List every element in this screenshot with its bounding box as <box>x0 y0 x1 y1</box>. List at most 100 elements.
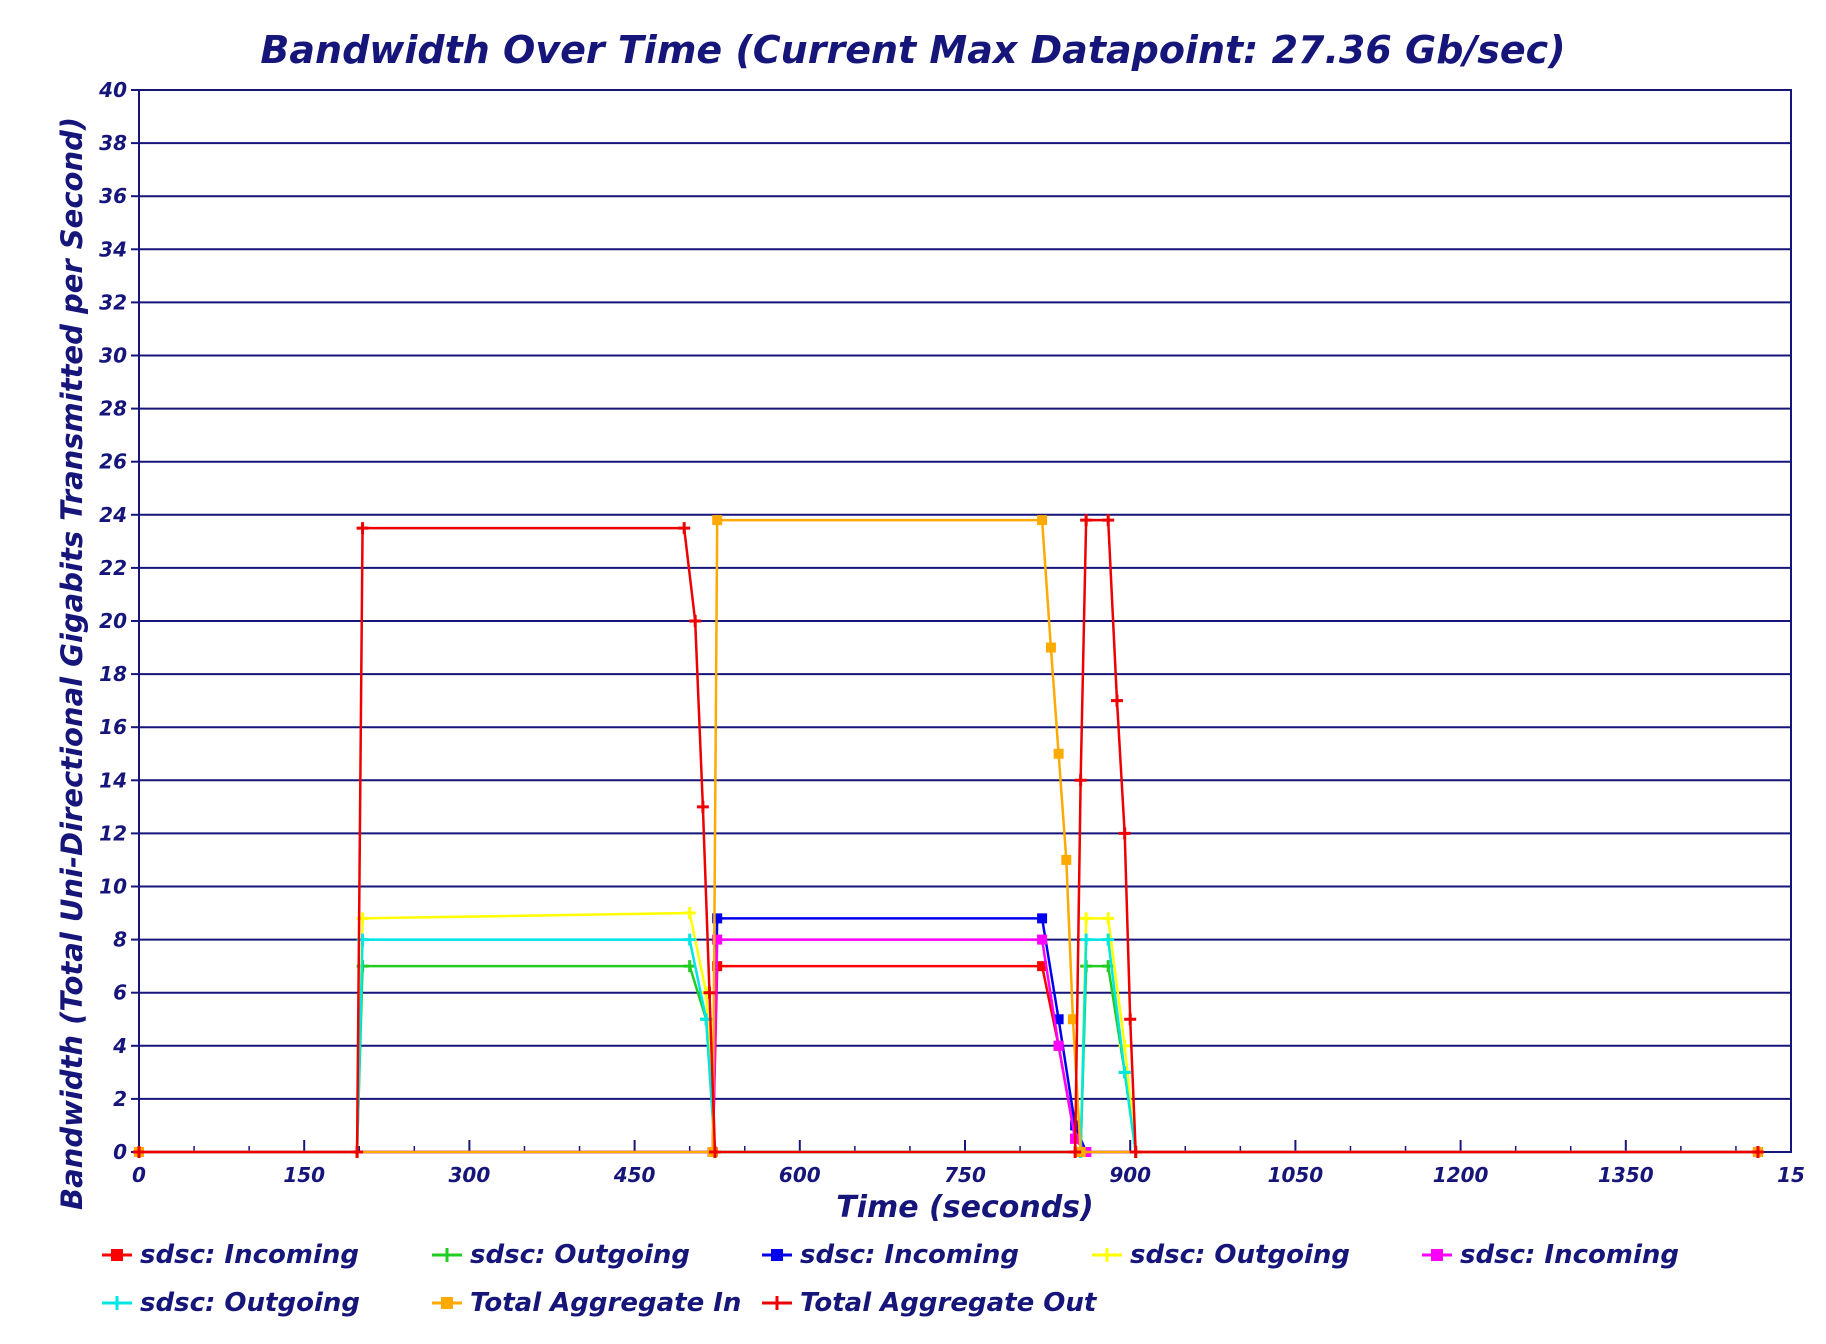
y-tick-label: 16 <box>99 715 127 739</box>
legend-swatch <box>102 1249 132 1261</box>
y-tick-label: 40 <box>98 78 127 102</box>
data-point <box>1080 912 1093 925</box>
legend-item: sdsc: Outgoing <box>430 1240 690 1270</box>
y-tick-label: 18 <box>99 662 127 686</box>
legend-label: Total Aggregate In <box>470 1288 742 1318</box>
x-tick-label: 600 <box>779 1163 821 1187</box>
data-point <box>683 933 696 946</box>
legend-item: Total Aggregate Out <box>760 1288 1096 1318</box>
data-point <box>1045 642 1056 653</box>
x-tick-label: 1200 <box>1433 1163 1489 1187</box>
y-tick-label: 12 <box>99 821 127 845</box>
legend-item: sdsc: Outgoing <box>1090 1240 1350 1270</box>
legend-swatch <box>1092 1248 1122 1262</box>
legend-swatch <box>1422 1249 1452 1261</box>
data-point <box>1053 748 1064 759</box>
y-tick-label: 14 <box>99 768 127 792</box>
y-tick-label: 2 <box>113 1087 127 1111</box>
y-tick-label: 28 <box>99 397 127 421</box>
x-axis-label: Time (seconds) <box>836 1190 1094 1225</box>
data-point <box>1053 1040 1064 1051</box>
legend-label: sdsc: Incoming <box>800 1240 1020 1270</box>
x-tick-label: 1350 <box>1598 1163 1654 1187</box>
x-tick-label: 1050 <box>1268 1163 1324 1187</box>
data-point <box>1069 1146 1082 1158</box>
y-tick-label: 10 <box>99 875 127 899</box>
y-tick-label: 30 <box>99 344 127 368</box>
legend-label: sdsc: Incoming <box>140 1240 360 1270</box>
legend-swatch <box>762 1296 792 1310</box>
legend-swatch <box>102 1296 132 1310</box>
legend-item: sdsc: Outgoing <box>100 1288 360 1318</box>
x-tick-label: 450 <box>613 1163 656 1187</box>
x-tick-label: 150 <box>283 1163 325 1187</box>
data-point <box>696 800 709 813</box>
x-tick-label: 300 <box>449 1163 491 1187</box>
legend-label: sdsc: Outgoing <box>140 1288 360 1318</box>
data-point <box>1102 912 1115 925</box>
data-point <box>1053 1014 1064 1025</box>
legend-label: Total Aggregate Out <box>800 1288 1097 1318</box>
chart-title: Bandwidth Over Time (Current Max Datapoi… <box>260 28 1566 72</box>
legend-item: Total Aggregate In <box>430 1288 741 1318</box>
series-line <box>139 964 1758 1154</box>
data-point <box>1129 1146 1142 1158</box>
data-point <box>1102 933 1115 946</box>
y-axis-label: Bandwidth (Total Uni-Directional Gigabit… <box>55 116 89 1210</box>
data-point <box>712 913 723 924</box>
y-tick-label: 26 <box>99 450 127 474</box>
y-tick-label: 38 <box>99 131 127 155</box>
legend-swatch <box>432 1248 462 1262</box>
data-point <box>1751 1146 1764 1158</box>
data-point <box>133 1146 145 1158</box>
y-tick-label: 8 <box>113 928 127 952</box>
legend-label: sdsc: Outgoing <box>470 1240 690 1270</box>
y-tick-label: 20 <box>99 609 127 633</box>
x-tick-label: 750 <box>944 1163 986 1187</box>
x-tick-label: 900 <box>1109 1163 1151 1187</box>
data-point <box>351 1146 364 1158</box>
data-point <box>678 522 691 535</box>
series-line <box>139 917 1758 1154</box>
data-point <box>712 515 723 526</box>
x-tick-label: 15 <box>1777 1163 1805 1187</box>
data-point <box>683 960 696 973</box>
data-point <box>703 986 716 999</box>
legend-swatch <box>762 1249 792 1261</box>
y-tick-label: 6 <box>113 981 127 1005</box>
data-point <box>1037 515 1048 526</box>
legend-item: sdsc: Incoming <box>1420 1240 1679 1270</box>
data-point <box>1118 1066 1131 1079</box>
data-point <box>689 615 702 627</box>
data-point <box>1037 961 1048 972</box>
legend-item: sdsc: Incoming <box>760 1240 1019 1270</box>
y-tick-label: 24 <box>99 503 127 527</box>
data-point <box>712 934 723 945</box>
y-tick-label: 32 <box>99 290 127 314</box>
data-point <box>1102 514 1115 527</box>
x-tick-label: 0 <box>132 1163 146 1187</box>
data-point <box>1110 694 1123 707</box>
data-point <box>1074 774 1087 787</box>
data-point <box>1118 827 1131 840</box>
y-tick-label: 0 <box>113 1140 127 1164</box>
data-point <box>1037 934 1048 945</box>
series-line <box>139 518 1758 1154</box>
data-point <box>356 522 369 535</box>
legend-swatch <box>432 1297 462 1309</box>
legend-label: sdsc: Incoming <box>1460 1240 1680 1270</box>
data-point <box>1124 1013 1137 1026</box>
data-point <box>1080 514 1093 527</box>
series-line <box>139 911 1758 1154</box>
legend-item: sdsc: Incoming <box>100 1240 359 1270</box>
data-point <box>1037 913 1048 924</box>
series-line <box>139 964 1758 1154</box>
data-point <box>1061 854 1072 865</box>
series-line <box>139 518 1758 1154</box>
data-point <box>708 1146 721 1158</box>
data-point <box>683 907 696 920</box>
y-tick-label: 22 <box>99 556 127 580</box>
data-point <box>1080 933 1093 946</box>
